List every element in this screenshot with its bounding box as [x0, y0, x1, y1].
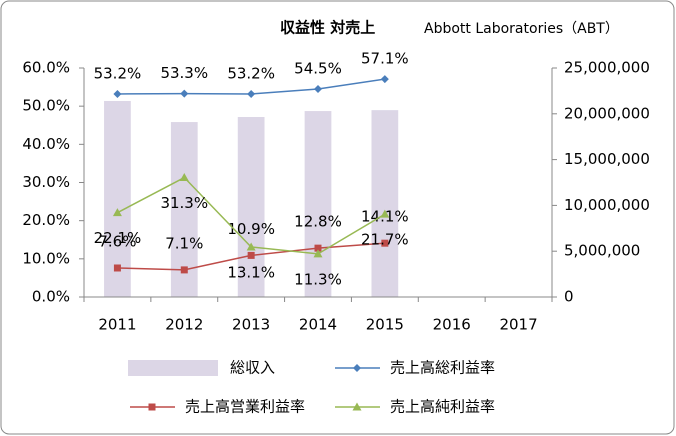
- x-tick-label: 2017: [499, 316, 537, 334]
- y2-tick-label: 5,000,000: [564, 242, 640, 260]
- data-label: 7.1%: [165, 234, 203, 252]
- marker: [179, 173, 189, 182]
- marker: [314, 84, 322, 93]
- data-label: 31.3%: [160, 194, 208, 212]
- data-label: 22.1%: [94, 229, 142, 247]
- y-tick-label: 10.0%: [22, 249, 70, 267]
- marker: [247, 89, 256, 98]
- marker: [113, 89, 122, 98]
- bar: [304, 111, 332, 297]
- y2-tick-label: 25,000,000: [564, 59, 650, 77]
- marker: [113, 264, 121, 272]
- x-tick-label: 2012: [165, 316, 203, 334]
- x-tick-label: 2013: [232, 316, 270, 334]
- y-tick-label: 50.0%: [22, 97, 70, 115]
- marker: [380, 75, 389, 84]
- marker: [112, 208, 122, 217]
- marker: [381, 239, 389, 247]
- x-tick-label: 2014: [299, 316, 337, 334]
- y2-tick-label: 20,000,000: [564, 104, 650, 122]
- legend-label: 売上高総利益率: [390, 359, 495, 377]
- data-label: 11.3%: [294, 270, 342, 288]
- legend-marker: [353, 364, 361, 372]
- bar: [237, 117, 265, 297]
- y-tick-label: 20.0%: [22, 211, 70, 229]
- y-tick-label: 0.0%: [32, 288, 70, 306]
- marker: [247, 251, 255, 259]
- data-label: 7.6%: [98, 232, 136, 250]
- data-label: 57.1%: [361, 50, 409, 68]
- chart-subtitle: Abbott Laboratories（ABT）: [424, 21, 619, 37]
- marker: [380, 209, 390, 218]
- data-label: 13.1%: [227, 264, 275, 282]
- data-label: 21.7%: [361, 231, 409, 249]
- data-label: 53.2%: [227, 64, 275, 82]
- y-tick-label: 40.0%: [22, 135, 70, 153]
- marker: [313, 249, 323, 258]
- y2-tick-label: 10,000,000: [564, 196, 650, 214]
- y2-tick-label: 15,000,000: [564, 150, 650, 168]
- x-tick-label: 2016: [433, 316, 471, 334]
- data-label: 53.2%: [94, 64, 142, 82]
- legend-label: 売上高営業利益率: [185, 398, 305, 416]
- marker: [180, 89, 189, 98]
- data-label: 10.9%: [227, 220, 275, 238]
- x-tick-label: 2015: [366, 316, 404, 334]
- y2-tick-label: 0: [564, 288, 574, 306]
- data-label: 53.3%: [160, 64, 208, 82]
- chart-title: 収益性 対売上: [280, 19, 375, 37]
- bar: [371, 110, 399, 297]
- legend-label: 総収入: [230, 359, 275, 377]
- marker: [180, 266, 188, 274]
- x-tick-label: 2011: [98, 316, 136, 334]
- marker: [314, 244, 322, 252]
- marker: [246, 242, 256, 251]
- data-label: 54.5%: [294, 59, 342, 77]
- data-label: 12.8%: [294, 213, 342, 231]
- legend-marker: [352, 402, 362, 411]
- bar: [104, 100, 131, 297]
- legend-swatch: [128, 360, 218, 376]
- legend-marker: [148, 403, 156, 411]
- legend-label: 売上高純利益率: [390, 398, 495, 416]
- y-tick-label: 60.0%: [22, 59, 70, 77]
- y-tick-label: 30.0%: [22, 173, 70, 191]
